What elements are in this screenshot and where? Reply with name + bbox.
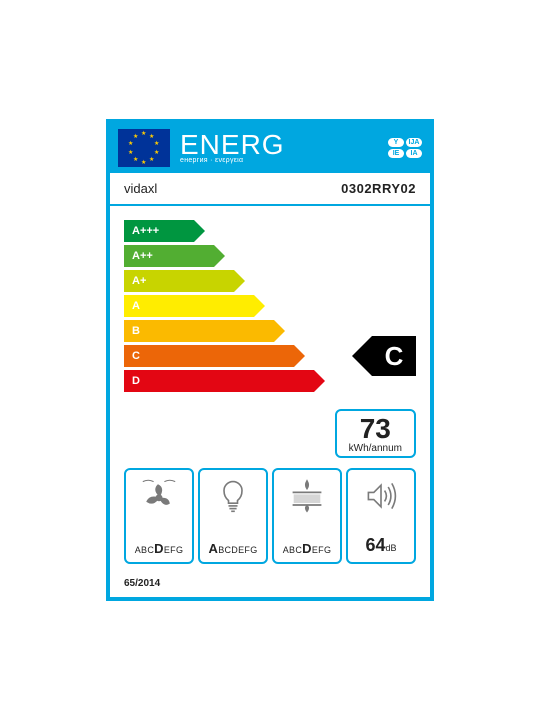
consumption-row: 73 kWh/annum xyxy=(110,403,430,468)
consumption-unit: kWh/annum xyxy=(349,443,402,454)
energy-title-block: ENERG енергия · ενεργεια xyxy=(180,132,378,164)
lang-pill-ie: IE xyxy=(388,149,404,158)
class-arrow-Aplusplusplus: A+++ xyxy=(124,220,416,242)
noise-number: 64 xyxy=(365,535,385,555)
class-arrow-body: A++ xyxy=(124,245,214,267)
lang-pill-ia: IA xyxy=(406,149,422,158)
indicator-arrowhead xyxy=(352,336,372,376)
lang-pills: Y IJA IE IA xyxy=(388,138,422,158)
class-arrow-body: D xyxy=(124,370,314,392)
model-number: 0302RRY02 xyxy=(341,181,416,196)
brand-name: vidaxl xyxy=(124,181,157,196)
regulation-number: 65/2014 xyxy=(110,574,430,597)
class-arrow-body: B xyxy=(124,320,274,342)
consumption-box: 73 kWh/annum xyxy=(335,409,416,458)
consumption-value: 73 xyxy=(349,415,402,443)
noise-value: 64dB xyxy=(365,535,396,556)
class-arrow-body: A+++ xyxy=(124,220,194,242)
class-arrow-body: A+ xyxy=(124,270,234,292)
noise-unit: dB xyxy=(386,543,397,553)
energy-label: ★ ★ ★ ★ ★ ★ ★ ★ ★ ★ ENERG енергия · ενερ… xyxy=(106,119,434,601)
class-arrow-Aplusplus: A++ xyxy=(124,245,416,267)
grease-rating: ABCDEFG xyxy=(283,541,332,556)
brand-row: vidaxl 0302RRY02 xyxy=(110,173,430,206)
class-arrow-body: C xyxy=(124,345,294,367)
header: ★ ★ ★ ★ ★ ★ ★ ★ ★ ★ ENERG енергия · ενερ… xyxy=(110,123,430,173)
lang-pill-y: Y xyxy=(388,138,404,147)
indicator-letter: C xyxy=(372,336,416,376)
noise-icon xyxy=(363,478,399,514)
efficiency-arrows: A+++A++A+ABCDC xyxy=(110,206,430,403)
grease-filter-icon xyxy=(289,478,325,514)
rated-class-indicator: C xyxy=(352,336,416,376)
lang-pill-ija: IJA xyxy=(406,138,422,147)
icon-box-bulb: ABCDEFG xyxy=(198,468,268,564)
icon-box-grease: ABCDEFG xyxy=(272,468,342,564)
class-arrow-A: A xyxy=(124,295,416,317)
icon-box-noise: 64dB xyxy=(346,468,416,564)
class-arrow-body: A xyxy=(124,295,254,317)
class-arrow-Aplus: A+ xyxy=(124,270,416,292)
bulb-rating: ABCDEFG xyxy=(208,541,257,556)
icons-row: ABCDEFG ABCDEFG xyxy=(110,468,430,574)
energy-title: ENERG xyxy=(180,132,378,157)
bulb-icon xyxy=(215,478,251,514)
eu-stars: ★ ★ ★ ★ ★ ★ ★ ★ ★ ★ xyxy=(127,131,161,165)
eu-flag-icon: ★ ★ ★ ★ ★ ★ ★ ★ ★ ★ xyxy=(118,129,170,167)
fan-rating: ABCDEFG xyxy=(135,541,184,556)
icon-box-fan: ABCDEFG xyxy=(124,468,194,564)
fan-icon xyxy=(141,478,177,514)
